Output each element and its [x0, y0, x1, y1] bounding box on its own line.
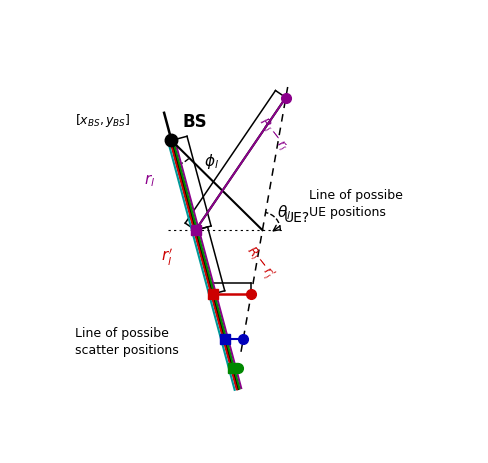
- Text: UE?: UE?: [284, 210, 310, 225]
- Text: $R_l-r_l$: $R_l-r_l$: [255, 115, 290, 154]
- Text: $r_l$: $r_l$: [144, 172, 155, 189]
- Text: $\theta_l$: $\theta_l$: [277, 202, 291, 221]
- Text: Line of possibe
scatter positions: Line of possibe scatter positions: [75, 326, 179, 356]
- Text: BS: BS: [182, 113, 207, 131]
- Text: $R_l-r_l'$: $R_l-r_l'$: [241, 242, 278, 282]
- Text: $r_l'$: $r_l'$: [161, 246, 173, 267]
- Text: $\phi_l$: $\phi_l$: [203, 152, 219, 171]
- Text: Line of possibe
UE positions: Line of possibe UE positions: [309, 188, 403, 219]
- Text: $[x_\mathregular{BS},y_\mathregular{BS}]$: $[x_\mathregular{BS},y_\mathregular{BS}]…: [75, 111, 131, 128]
